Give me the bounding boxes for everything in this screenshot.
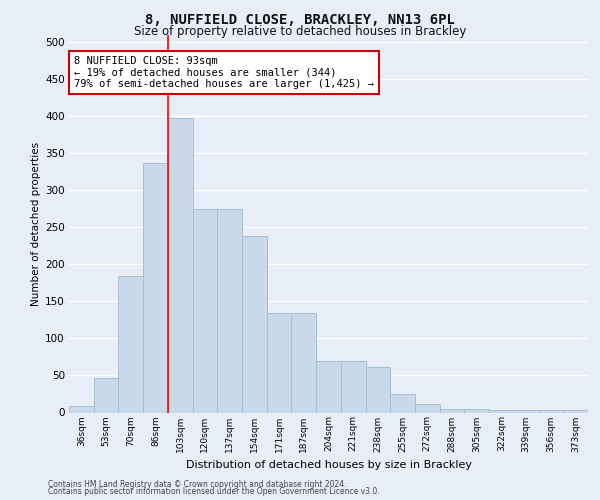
Bar: [390, 394, 415, 412]
Bar: [440, 409, 464, 412]
Text: Size of property relative to detached houses in Brackley: Size of property relative to detached ho…: [134, 25, 466, 38]
Bar: [365, 368, 390, 412]
Bar: [217, 209, 242, 412]
Text: 8 NUFFIELD CLOSE: 93sqm
← 19% of detached houses are smaller (344)
79% of semi-d: 8 NUFFIELD CLOSE: 93sqm ← 19% of detache…: [74, 56, 374, 89]
Bar: [193, 209, 217, 412]
Text: Contains public sector information licensed under the Open Government Licence v3: Contains public sector information licen…: [48, 487, 380, 496]
Y-axis label: Number of detached properties: Number of detached properties: [31, 142, 41, 306]
Bar: [168, 118, 193, 412]
Bar: [118, 276, 143, 412]
Bar: [539, 410, 563, 412]
Bar: [489, 410, 514, 412]
Bar: [69, 406, 94, 412]
Bar: [563, 410, 588, 412]
Bar: [316, 360, 341, 412]
Bar: [94, 378, 118, 412]
Bar: [415, 404, 440, 412]
Bar: [267, 312, 292, 412]
Bar: [341, 360, 365, 412]
Bar: [242, 236, 267, 412]
Bar: [143, 163, 168, 412]
Text: 8, NUFFIELD CLOSE, BRACKLEY, NN13 6PL: 8, NUFFIELD CLOSE, BRACKLEY, NN13 6PL: [145, 12, 455, 26]
Bar: [464, 409, 489, 412]
Text: Contains HM Land Registry data © Crown copyright and database right 2024.: Contains HM Land Registry data © Crown c…: [48, 480, 347, 489]
Bar: [514, 410, 539, 412]
Bar: [292, 312, 316, 412]
X-axis label: Distribution of detached houses by size in Brackley: Distribution of detached houses by size …: [185, 460, 472, 470]
